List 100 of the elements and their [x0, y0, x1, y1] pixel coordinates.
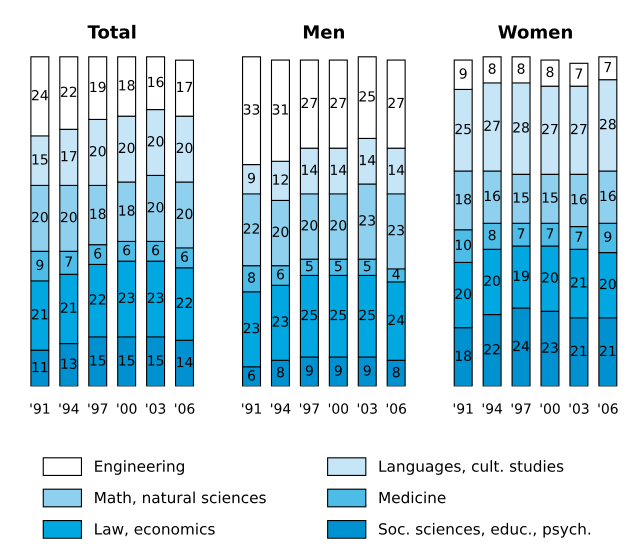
- x-tick-label: '91: [454, 403, 473, 414]
- data-label: 23: [272, 316, 288, 327]
- x-tick-label: '94: [59, 403, 79, 414]
- data-label: 16: [484, 190, 500, 202]
- x-tick-label: '00: [540, 403, 560, 414]
- x-tick-label: '91: [30, 403, 50, 414]
- data-label: 23: [244, 322, 260, 334]
- data-label: 27: [388, 98, 404, 108]
- data-label: 22: [244, 223, 259, 234]
- data-label: 20: [484, 276, 500, 286]
- data-label: 5: [306, 261, 313, 272]
- x-tick-label: '97: [300, 403, 319, 414]
- data-label: 20: [148, 202, 164, 212]
- data-label: 15: [32, 154, 48, 165]
- x-tick-label: '06: [598, 403, 618, 414]
- data-label: 21: [571, 277, 586, 288]
- data-label: 27: [484, 120, 500, 131]
- data-label: 7: [576, 68, 582, 79]
- data-label: 24: [513, 340, 530, 352]
- data-label: 12: [273, 174, 288, 185]
- legend-label: Soc. sciences, educ., psych.: [379, 522, 590, 538]
- data-label: 25: [302, 310, 318, 320]
- data-label: 6: [181, 251, 188, 262]
- data-label: 15: [542, 192, 558, 203]
- data-label: 25: [359, 310, 375, 320]
- data-label: 21: [600, 346, 616, 356]
- data-label: 27: [330, 98, 346, 108]
- data-label: 20: [272, 226, 288, 238]
- x-tick-label: '03: [358, 403, 377, 414]
- data-label: 20: [455, 288, 472, 300]
- data-label: 20: [176, 208, 192, 220]
- data-label: 9: [334, 365, 342, 376]
- data-label: 6: [123, 244, 130, 256]
- data-label: 21: [60, 302, 76, 313]
- x-tick-label: '06: [175, 403, 194, 414]
- data-label: 9: [364, 365, 371, 376]
- data-label: 9: [248, 172, 255, 184]
- data-label: 20: [600, 278, 616, 290]
- legend-label: Law, economics: [95, 522, 215, 536]
- data-label: 18: [119, 80, 135, 91]
- data-label: 6: [248, 370, 256, 381]
- data-label: 9: [604, 231, 612, 242]
- data-label: 27: [302, 98, 318, 108]
- data-label: 31: [272, 104, 288, 115]
- data-label: 11: [32, 362, 48, 372]
- data-label: 7: [546, 228, 554, 238]
- data-label: 17: [61, 151, 76, 162]
- data-label: 20: [90, 146, 106, 156]
- data-label: 27: [571, 124, 587, 134]
- data-label: 18: [119, 205, 135, 216]
- data-label: 20: [302, 220, 318, 231]
- data-label: 22: [60, 86, 76, 97]
- data-label: 22: [484, 344, 500, 354]
- data-label: 6: [152, 244, 160, 256]
- data-label: 4: [392, 269, 400, 280]
- chart-title: Women: [498, 25, 572, 39]
- data-label: 19: [90, 82, 106, 92]
- data-label: 8: [392, 366, 400, 378]
- data-label: 25: [330, 310, 346, 320]
- data-label: 7: [576, 232, 582, 242]
- data-label: 27: [542, 124, 558, 134]
- data-label: 20: [60, 212, 77, 222]
- legend-label: Medicine: [380, 492, 446, 504]
- data-label: 20: [32, 212, 48, 222]
- data-label: 17: [177, 82, 192, 92]
- data-label: 28: [513, 122, 529, 133]
- data-label: 33: [244, 104, 260, 115]
- data-label: 21: [571, 346, 586, 356]
- data-label: 24: [388, 314, 404, 325]
- data-label: 8: [488, 63, 496, 74]
- data-label: 15: [90, 355, 106, 366]
- data-label: 25: [455, 124, 471, 134]
- x-tick-label: '94: [482, 403, 502, 414]
- data-label: 20: [542, 272, 558, 283]
- data-label: 14: [331, 164, 346, 175]
- data-label: 9: [460, 68, 467, 79]
- data-label: 8: [518, 63, 525, 74]
- x-tick-label: '00: [117, 403, 136, 414]
- x-tick-label: '94: [271, 403, 290, 414]
- data-label: 8: [248, 272, 255, 283]
- data-label: 18: [90, 208, 106, 220]
- legend-label: Languages, cult. studies: [380, 460, 564, 475]
- data-label: 20: [148, 136, 164, 147]
- data-label: 8: [488, 230, 496, 240]
- x-tick-label: '97: [88, 403, 108, 414]
- data-label: 23: [148, 292, 164, 304]
- data-label: 13: [61, 358, 77, 370]
- data-label: 20: [330, 220, 346, 231]
- data-label: 10: [456, 240, 472, 250]
- data-label: 6: [277, 268, 284, 280]
- x-tick-label: '06: [386, 403, 406, 414]
- chart-title: Men: [304, 25, 344, 39]
- data-label: 20: [176, 142, 192, 154]
- data-label: 14: [388, 164, 404, 175]
- data-label: 16: [572, 194, 587, 204]
- data-label: 5: [364, 261, 370, 272]
- x-tick-label: '00: [328, 403, 348, 414]
- data-label: 19: [514, 270, 529, 282]
- data-label: 16: [148, 76, 164, 88]
- data-label: 8: [546, 66, 554, 78]
